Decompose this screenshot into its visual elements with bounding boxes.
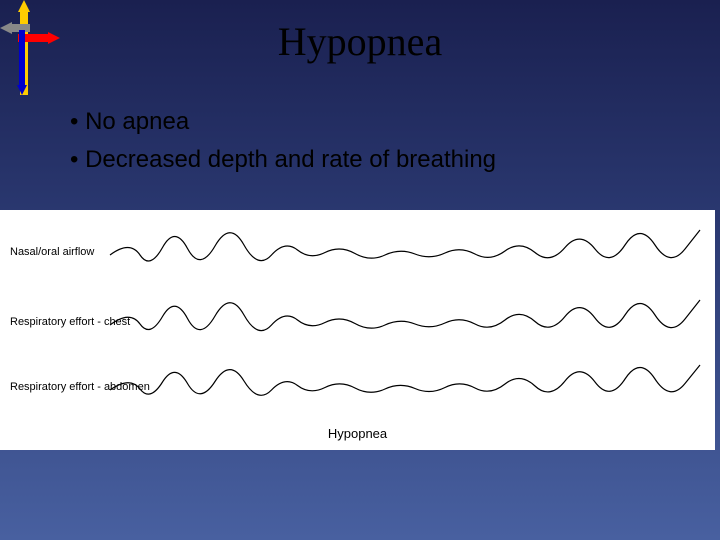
bullet-list: No apnea Decreased depth and rate of bre…: [70, 105, 690, 180]
trace-label: Nasal/oral airflow: [10, 246, 94, 258]
waveform-trace: [110, 230, 700, 261]
waveform-trace: [110, 365, 700, 395]
bullet-item: No apnea: [70, 105, 690, 139]
waveform-trace: [110, 300, 700, 331]
trace-label: Respiratory effort - chest: [10, 316, 130, 328]
slide: Hypopnea No apnea Decreased depth and ra…: [0, 0, 720, 540]
slide-title: Hypopnea: [0, 18, 720, 65]
trace-label: Respiratory effort - abdomen: [10, 381, 150, 393]
waveform-chart: Nasal/oral airflow Respiratory effort - c…: [0, 210, 715, 450]
chart-caption: Hypopnea: [328, 426, 388, 441]
bullet-item: Decreased depth and rate of breathing: [70, 143, 690, 177]
waveform-svg: Nasal/oral airflow Respiratory effort - c…: [0, 210, 715, 450]
